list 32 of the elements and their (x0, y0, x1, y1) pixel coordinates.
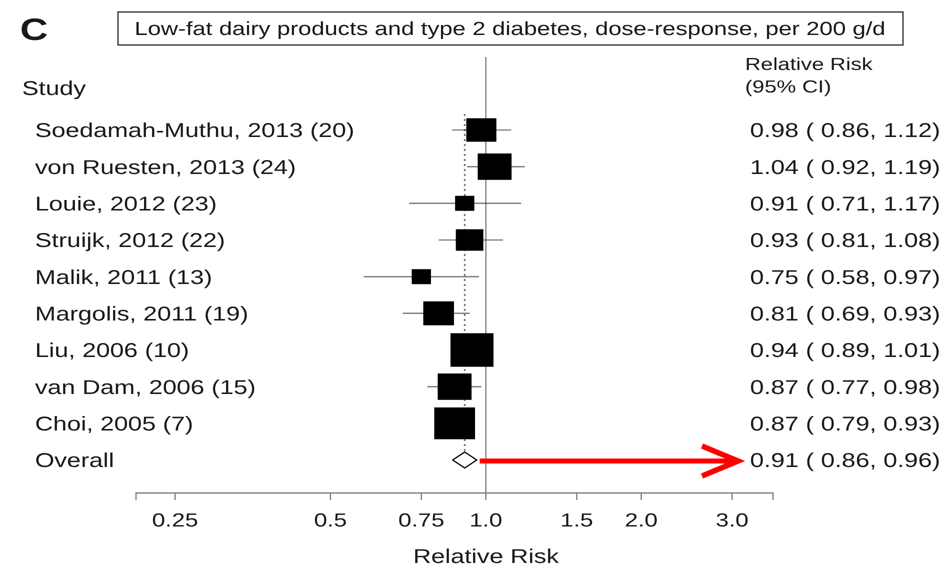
y-tick-label: Margolis, 2011 (19) (35, 302, 248, 325)
x-tick-label: 0.25 (152, 510, 198, 531)
y-tick-label: Overall (35, 450, 114, 472)
chart-title: Low-fat dairy products and type 2 diabetes, dose-response, per 200 g/d (134, 18, 886, 40)
y-tick-label: Soedamah-Muthu, 2013 (20) (35, 120, 354, 142)
x-tick-label: 1.5 (560, 510, 594, 531)
x-axis-title: Relative Risk (413, 545, 560, 568)
data-label: 0.98 ( 0.86, 1.12) (750, 120, 940, 142)
data-label: 0.75 ( 0.58, 0.97) (750, 266, 940, 288)
y-tick-label: Struijk, 2012 (22) (35, 230, 226, 252)
data-label: 0.94 ( 0.89, 1.01) (750, 340, 940, 362)
y-tick-label: Louie, 2012 (23) (35, 192, 217, 215)
x-tick-label: 2.0 (624, 510, 658, 531)
text: Relative Risk (95% CI) (745, 54, 873, 98)
data-label: 0.91 ( 0.86, 0.96) (750, 450, 940, 472)
x-tick-label: 3.0 (716, 510, 749, 531)
data-label: 1.04 ( 0.92, 1.19) (750, 156, 940, 178)
y-tick-label: von Ruesten, 2013 (24) (35, 156, 296, 178)
y-tick-label: Malik, 2011 (13) (35, 266, 212, 288)
data-label: 0.87 ( 0.79, 0.93) (750, 412, 940, 435)
data-label: 0.87 ( 0.77, 0.98) (750, 376, 940, 398)
data-label: 0.81 ( 0.69, 0.93) (750, 302, 940, 325)
y-tick-label: van Dam, 2006 (15) (35, 376, 256, 398)
x-tick-label: 0.75 (398, 510, 445, 531)
x-tick-label: 0.5 (314, 510, 348, 531)
data-label: 0.93 ( 0.81, 1.08) (750, 230, 940, 252)
y-axis-title: Study (22, 78, 87, 100)
text: C (20, 12, 48, 48)
y-tick-label: Choi, 2005 (7) (35, 412, 194, 435)
data-label: 0.91 ( 0.71, 1.17) (750, 192, 940, 215)
x-tick-label: 1.0 (469, 510, 502, 531)
y-tick-label: Liu, 2006 (10) (35, 340, 190, 362)
